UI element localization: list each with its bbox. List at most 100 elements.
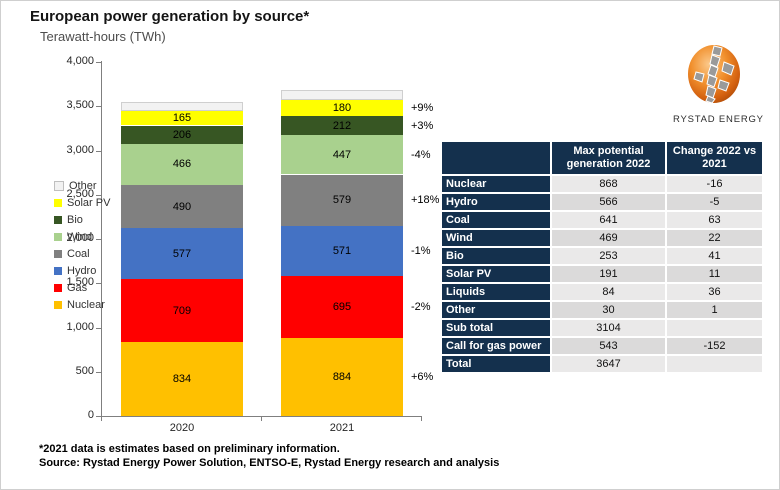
table-cell-change: 63 [667,212,762,228]
rystad-energy-logo: RYSTAD ENERGY [673,43,764,125]
y-axis-tick-label: 2,500 [66,188,94,200]
table-row-label: Total [442,356,550,372]
legend-swatch-icon [54,198,62,207]
legend-swatch-icon [54,266,62,275]
table-row-label: Hydro [442,194,550,210]
y-axis-tick-label: 3,000 [66,144,94,156]
y-axis-tick-label: 2,000 [66,232,94,244]
legend-item-hydro: Hydro [54,262,110,279]
table-cell-max-2022: 191 [552,266,665,282]
y-axis-tick [96,372,101,373]
table-cell-change: 36 [667,284,762,300]
y-axis-units-label: Terawatt-hours (TWh) [40,29,166,44]
bar-segment-gas: 695 [281,276,403,338]
x-axis-category-label: 2021 [329,422,355,434]
table-cell-change: 1 [667,302,762,318]
legend-label: Solar PV [67,196,111,209]
table-cell-max-2022: 3647 [552,356,665,372]
y-axis-tick [96,283,101,284]
bar-segment-bio: 212 [281,116,403,135]
legend-label: Gas [67,281,88,294]
legend-item-gas: Gas [54,279,110,296]
legend-swatch-icon [54,300,62,309]
table-cell-change: -16 [667,176,762,192]
bar-segment-nuclear: 834 [121,342,243,416]
table-row-label: Nuclear [442,176,550,192]
change-label: +9% [411,102,434,115]
table-cell-change: 11 [667,266,762,282]
table-cell-max-2022: 469 [552,230,665,246]
legend-swatch-icon [54,232,62,241]
bar-segment-solar-pv: 165 [121,110,243,126]
table-row-label: Coal [442,212,550,228]
table-row-label: Call for gas power [442,338,550,354]
y-axis-tick [96,239,101,240]
table-cell-change [667,320,762,336]
table-row-label: Liquids [442,284,550,300]
y-axis-tick [96,106,101,107]
legend-label: Other [69,179,97,192]
y-axis-tick-label: 3,500 [66,99,94,111]
legend-item-other: Other [54,177,110,194]
table-row-label: Solar PV [442,266,550,282]
legend-item-nuclear: Nuclear [54,296,110,313]
table-cell-max-2022: 30 [552,302,665,318]
bar-segment-wind: 466 [121,143,243,185]
table-cell-max-2022: 253 [552,248,665,264]
legend-item-wind: Wind [54,228,110,245]
change-label: -2% [411,301,431,313]
y-axis-line [101,61,102,417]
legend-label: Hydro [67,264,97,277]
bar-segment-nuclear: 884 [281,337,403,416]
y-axis-tick [96,416,101,417]
table-cell-change: 41 [667,248,762,264]
table-cell-change: -152 [667,338,762,354]
y-axis-tick-label: 1,500 [66,276,94,288]
table-cell-max-2022: 84 [552,284,665,300]
legend-item-bio: Bio [54,211,110,228]
y-axis-tick [96,62,101,63]
table-cell-change: -5 [667,194,762,210]
legend-label: Wind [67,230,93,243]
y-axis-tick [96,328,101,329]
globe-icon [688,45,740,104]
brand-name: RYSTAD ENERGY [673,114,764,125]
change-label: +3% [411,119,434,132]
bar-segment-coal: 490 [121,185,243,229]
x-axis-tick [261,416,262,421]
table-row-label: Bio [442,248,550,264]
legend-label: Nuclear [67,298,105,311]
bar-segment-other [281,90,403,101]
bar-segment-other [121,102,243,111]
max-potential-table: Max potential generation 2022 Change 2022… [442,142,762,372]
change-label: -1% [411,245,431,257]
bar-segment-hydro: 571 [281,225,403,277]
chart-legend: Other Solar PV Bio Wind Coal Hydro Gas Nuclear [54,177,110,313]
change-label: -4% [411,148,431,161]
y-axis-tick-label: 4,000 [66,55,94,67]
table-row-label: Sub total [442,320,550,336]
y-axis-tick [96,195,101,196]
x-axis-category-label: 2020 [169,422,195,434]
legend-label: Bio [67,213,83,226]
footnote-asterisk: *2021 data is estimates based on prelimi… [39,443,340,455]
y-axis-tick-label: 1,000 [66,321,94,333]
bar-segment-wind: 447 [281,134,403,175]
y-axis-tick-label: 0 [87,409,94,421]
table-row-label: Wind [442,230,550,246]
page-title: European power generation by source* [30,8,310,25]
change-label: +18% [411,194,440,207]
table-cell-max-2022: 3104 [552,320,665,336]
y-axis-tick-label: 500 [75,365,94,377]
table-cell-change [667,356,762,372]
table-cell-max-2022: 543 [552,338,665,354]
table-row-label: Other [442,302,550,318]
legend-label: Coal [67,247,90,260]
bar-segment-solar-pv: 180 [281,100,403,117]
table-header-cell: Change 2022 vs 2021 [667,142,762,174]
bar-segment-bio: 206 [121,125,243,144]
table-cell-max-2022: 641 [552,212,665,228]
legend-swatch-icon [54,180,64,191]
table-cell-change: 22 [667,230,762,246]
